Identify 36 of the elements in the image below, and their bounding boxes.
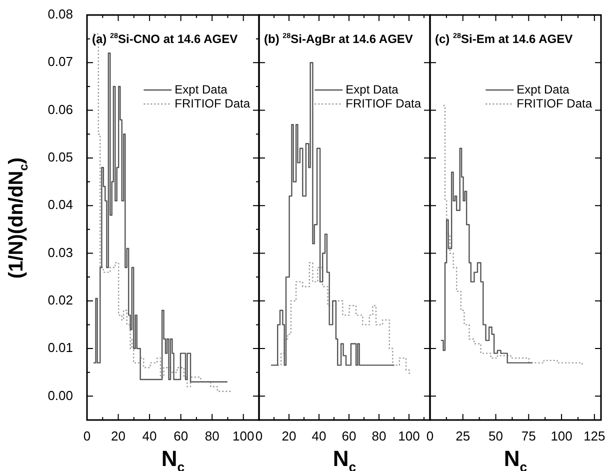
x-tick-label: 60 [342, 428, 356, 444]
x-tick-label: 80 [372, 428, 386, 444]
x-tick-label: 50 [488, 428, 504, 444]
y-tick-label: 0.04 [48, 197, 73, 212]
y-tick-label: 0.06 [48, 102, 73, 117]
y-tick-label: 0.08 [48, 6, 73, 22]
y-tick-label: 0.02 [48, 292, 73, 308]
y-tick-label: 0.00 [48, 388, 73, 403]
x-tick-label: 20 [111, 428, 126, 444]
legend-label: Expt Data [516, 82, 570, 96]
legend-label: Expt Data [346, 82, 399, 96]
x-tick-label: 0 [83, 428, 91, 444]
y-tick-label: 0.05 [48, 150, 73, 165]
annotation: (b) $^{28}$Si-AgBr at 14.6 AGEV [264, 31, 413, 46]
x-tick-label: 100 [398, 428, 420, 444]
legend-label: Expt Data [174, 82, 228, 96]
x-tick-label: 25 [456, 428, 470, 444]
annotation: (a) $^{28}$Si-CNO at 14.6 AGEV [92, 31, 238, 46]
legend-label: FRITIOF Data [174, 96, 250, 110]
x-tick-label: 40 [312, 428, 326, 444]
y-tick-label: 0.01 [48, 340, 73, 356]
x-tick-label: 60 [174, 428, 188, 444]
legend-label: FRITIOF Data [346, 96, 422, 110]
x-tick-label: 0 [426, 428, 434, 444]
x-tick-label: 125 [584, 428, 606, 444]
x-tick-label: 0 [255, 428, 263, 444]
x-tick-label: 75 [521, 428, 536, 444]
x-tick-label: 100 [550, 428, 572, 444]
y-tick-label: 0.03 [48, 244, 73, 260]
y-tick-label: 0.07 [48, 54, 73, 70]
x-tick-label: 100 [232, 428, 254, 444]
x-tick-label: 20 [282, 428, 296, 444]
x-tick-label: 80 [204, 428, 220, 444]
legend-label: FRITIOF Data [516, 96, 592, 110]
x-tick-label: 40 [142, 428, 157, 444]
annotation: (c) $^{28}$Si-Em at 14.6 AGEV [435, 31, 573, 46]
